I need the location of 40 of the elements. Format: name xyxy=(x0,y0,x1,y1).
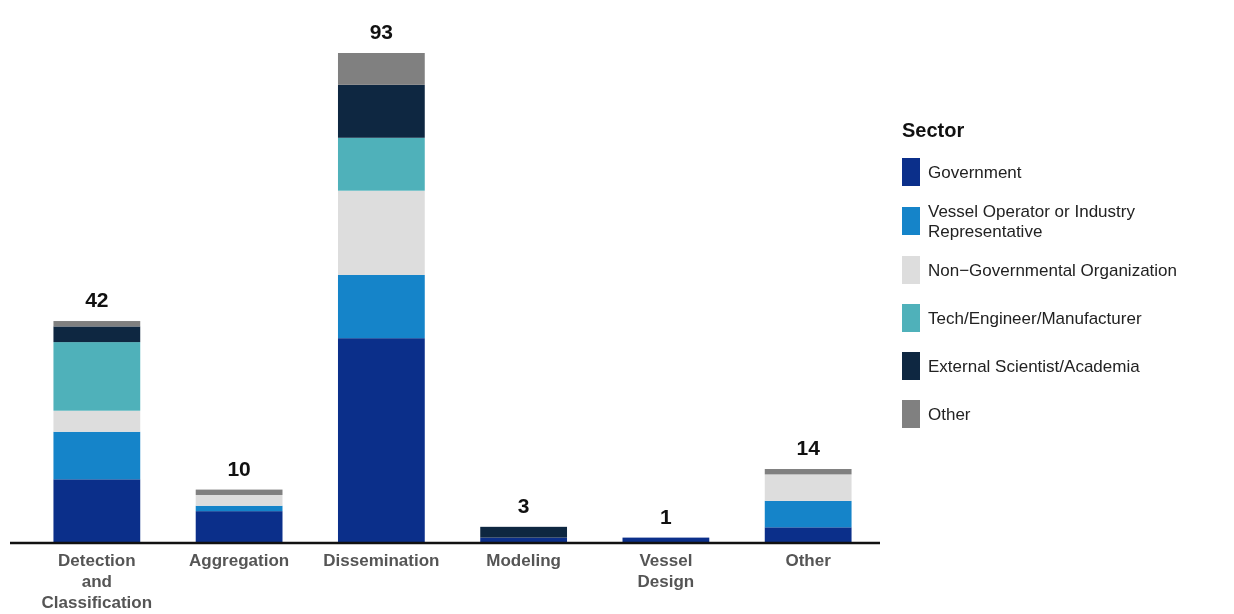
bar xyxy=(337,53,425,85)
bar xyxy=(195,511,283,543)
bar xyxy=(337,190,425,275)
annotation: 3 xyxy=(517,493,530,517)
bar xyxy=(764,500,852,528)
bar xyxy=(53,410,141,432)
legend-label: Tech/Engineer/Manufacturer xyxy=(928,309,1142,328)
bar xyxy=(53,431,141,480)
annotation: 1 xyxy=(660,504,673,528)
legend-label: Vessel Operator or Industry Representative xyxy=(928,202,1136,241)
annotation: 14 xyxy=(796,436,821,460)
annotation: 93 xyxy=(369,20,394,43)
bar xyxy=(195,494,283,506)
bar xyxy=(337,274,425,339)
bar xyxy=(53,326,141,343)
x-tick-label: Aggregation xyxy=(189,551,290,570)
bar xyxy=(764,527,852,543)
x-tick-label: Detection and Classification xyxy=(41,551,153,612)
x-tick-label: Vessel Design xyxy=(637,551,695,591)
legend-label: Non−Governmental Organization xyxy=(928,261,1177,280)
bar xyxy=(764,474,852,501)
annotation: 10 xyxy=(227,456,251,480)
bar xyxy=(53,321,141,327)
x-tick-label: Dissemination xyxy=(323,551,440,570)
bar xyxy=(480,526,568,538)
bar xyxy=(337,137,425,191)
x-tick-label: Other xyxy=(785,551,832,570)
bar xyxy=(337,84,425,138)
bar xyxy=(53,342,141,411)
legend-label: External Scientist/Academia xyxy=(928,357,1141,376)
bar xyxy=(195,489,283,495)
bar xyxy=(195,505,283,512)
legend-label: Government xyxy=(928,163,1022,182)
bar xyxy=(764,469,852,475)
legend-title: Sector xyxy=(902,119,965,141)
bar xyxy=(53,479,141,543)
bar xyxy=(337,338,425,543)
legend-label: Other xyxy=(928,405,971,424)
annotation: 42 xyxy=(85,288,109,312)
x-tick-label: Modeling xyxy=(486,551,561,570)
